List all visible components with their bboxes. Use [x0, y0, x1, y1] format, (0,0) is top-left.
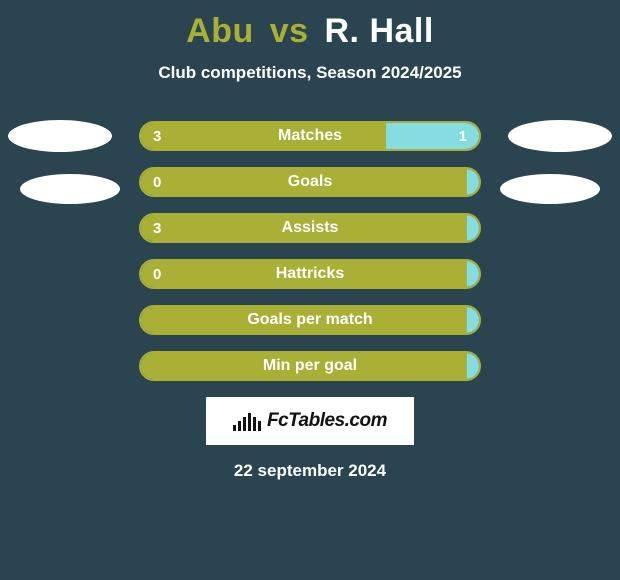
- stat-left-seg: 3: [141, 215, 467, 241]
- stat-right-seg: [467, 307, 479, 333]
- date-label: 22 september 2024: [0, 461, 620, 481]
- stat-row: Goals per match: [139, 305, 481, 335]
- stat-right-seg: [467, 169, 479, 195]
- stat-left-seg: 0: [141, 169, 467, 195]
- stat-row: 0Hattricks: [139, 259, 481, 289]
- decorative-oval: [20, 174, 120, 204]
- vs-label: vs: [270, 12, 309, 50]
- stat-right-seg: 1: [386, 123, 479, 149]
- logo-text: FcTables.com: [267, 410, 387, 432]
- decorative-oval: [500, 174, 600, 204]
- subtitle: Club competitions, Season 2024/2025: [0, 63, 620, 83]
- stat-right-value: 1: [459, 128, 467, 145]
- stats-container: 31Matches0Goals3Assists0HattricksGoals p…: [139, 121, 481, 381]
- logo-box: FcTables.com: [206, 397, 414, 445]
- stat-row: Min per goal: [139, 351, 481, 381]
- stat-left-seg: [141, 353, 467, 379]
- stat-left-seg: [141, 307, 467, 333]
- stat-right-seg: [467, 353, 479, 379]
- decorative-oval: [508, 120, 612, 152]
- stat-right-seg: [467, 261, 479, 287]
- stat-left-value: 0: [153, 266, 161, 283]
- stat-left-seg: 3: [141, 123, 386, 149]
- decorative-oval: [8, 120, 112, 152]
- page-title: Abu vs R. Hall: [0, 0, 620, 51]
- stat-right-seg: [467, 215, 479, 241]
- stat-row: 31Matches: [139, 121, 481, 151]
- player2-name: R. Hall: [325, 12, 434, 50]
- bars-icon: [233, 411, 261, 431]
- stat-left-value: 0: [153, 174, 161, 191]
- stat-left-value: 3: [153, 220, 161, 237]
- stat-row: 3Assists: [139, 213, 481, 243]
- stat-left-seg: 0: [141, 261, 467, 287]
- player1-name: Abu: [186, 12, 254, 50]
- stat-left-value: 3: [153, 128, 161, 145]
- stat-row: 0Goals: [139, 167, 481, 197]
